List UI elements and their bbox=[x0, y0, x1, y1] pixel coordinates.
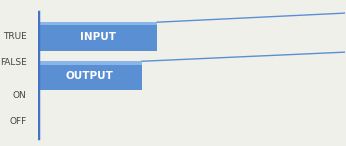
Bar bbox=[38, 61, 142, 90]
Bar bbox=[38, 22, 157, 51]
Text: OUTPUT: OUTPUT bbox=[66, 71, 114, 81]
Text: ON: ON bbox=[13, 91, 27, 100]
Text: TRUE: TRUE bbox=[3, 32, 27, 41]
Text: INPUT: INPUT bbox=[80, 32, 116, 42]
Bar bbox=[38, 22, 157, 25]
Text: FALSE: FALSE bbox=[0, 58, 27, 67]
Text: OFF: OFF bbox=[9, 117, 27, 126]
Bar bbox=[38, 61, 142, 65]
